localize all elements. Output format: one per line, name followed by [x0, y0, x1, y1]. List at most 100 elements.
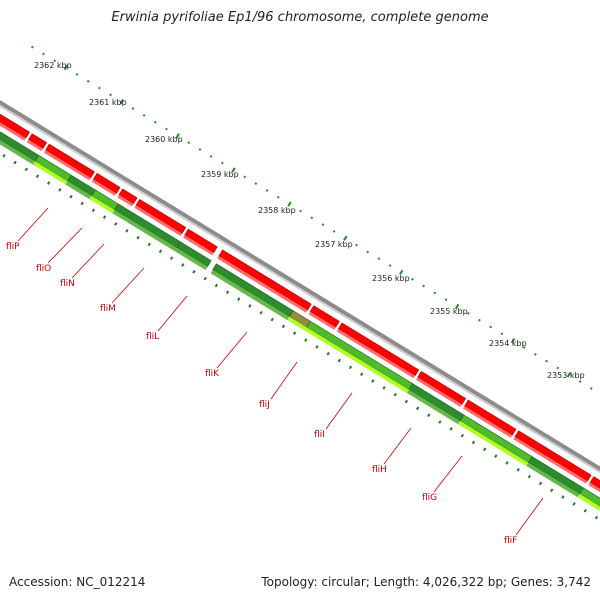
inner-tick: [35, 174, 40, 179]
minor-tick: [142, 113, 146, 117]
inner-tick: [203, 276, 207, 281]
gene-leader-line: [71, 243, 105, 279]
kbp-tick-label: 2358 kbp: [258, 206, 296, 215]
inner-tick: [360, 372, 364, 377]
inner-tick: [538, 481, 543, 486]
minor-tick: [198, 148, 202, 151]
major-tick: [175, 133, 180, 139]
minor-tick: [86, 79, 90, 83]
backbone-line: [0, 100, 600, 472]
minor-tick: [589, 387, 593, 390]
gene-label-fliJ: fliJ: [259, 400, 270, 410]
inner-tick: [427, 413, 431, 417]
inner-tick: [214, 283, 218, 288]
inner-tick: [259, 310, 263, 315]
forward-cds: [589, 476, 600, 490]
minor-tick: [411, 277, 414, 281]
kbp-tick-label: 2360 kbp: [145, 135, 183, 144]
minor-tick: [153, 120, 157, 124]
minor-tick: [422, 284, 425, 288]
minor-tick: [578, 380, 582, 384]
kbp-tick-label: 2354 kbp: [489, 339, 527, 348]
inner-tick: [237, 297, 241, 301]
inner-tick: [69, 194, 73, 199]
reverse-cds-shade: [304, 327, 409, 393]
forward-cds-shade: [134, 205, 183, 236]
inner-tick: [2, 153, 6, 158]
gene-leader-line: [433, 455, 463, 493]
minor-tick: [377, 257, 381, 261]
forward-cds-shade: [91, 179, 117, 196]
major-tick: [399, 269, 404, 276]
inner-tick: [58, 188, 62, 192]
inner-tick: [292, 331, 297, 336]
inner-tick: [13, 160, 17, 165]
gene-leader-line: [157, 295, 188, 332]
inner-tick: [181, 263, 185, 267]
map-title: Erwinia pyrifoliae Ep1/96 chromosome, co…: [111, 10, 489, 25]
inner-tick: [516, 467, 520, 472]
inner-tick: [371, 379, 375, 383]
minor-tick: [522, 346, 526, 349]
reverse-cds-shade: [33, 161, 68, 185]
kbp-tick-label: 2356 kbp: [372, 274, 410, 283]
gene-leader-line: [47, 227, 83, 264]
accession-label: Accession: NC_012214: [9, 575, 146, 589]
kbp-tick-label: 2362 kbp: [34, 61, 72, 70]
minor-tick: [243, 175, 247, 179]
kbp-tick-label: 2359 kbp: [201, 170, 239, 179]
minor-tick: [388, 264, 392, 267]
reverse-cds-shade: [89, 195, 115, 214]
inner-tick: [114, 222, 118, 226]
forward-cds-shade: [513, 436, 588, 484]
backbone-shadow: [0, 104, 600, 474]
forward-cds-shade: [336, 328, 416, 379]
major-tick: [63, 64, 69, 71]
inner-tick: [438, 420, 442, 424]
forward-cds-shade: [416, 377, 462, 407]
inner-tick: [449, 427, 453, 431]
inner-tick: [192, 269, 196, 274]
inner-tick: [24, 167, 28, 172]
gene-label-fliP: fliP: [6, 242, 20, 252]
inner-tick: [348, 365, 353, 370]
inner-tick: [404, 399, 409, 404]
forward-cds-shade: [0, 122, 26, 141]
forward-cds-shade: [26, 139, 43, 152]
forward-cds-shade: [44, 150, 91, 181]
kbp-tick-label: 2361 kbp: [89, 98, 127, 107]
inner-tick: [483, 447, 487, 452]
reverse-cds-shade: [112, 209, 177, 252]
gene-label-fliF: fliF: [504, 536, 517, 546]
inner-tick: [393, 392, 397, 397]
forward-cds-shade: [463, 406, 513, 438]
minor-tick: [321, 223, 325, 226]
minor-tick: [466, 311, 470, 315]
inner-tick: [125, 229, 129, 233]
kbp-tick-label: 2353 kbp: [547, 371, 585, 380]
inner-tick: [415, 406, 420, 411]
major-tick: [454, 303, 460, 310]
minor-tick: [109, 93, 112, 97]
major-tick: [119, 99, 124, 105]
minor-tick: [500, 332, 504, 336]
minor-tick: [444, 298, 448, 302]
inner-tick: [505, 461, 509, 465]
minor-tick: [478, 318, 481, 322]
inner-tick: [304, 338, 308, 342]
major-tick: [343, 235, 348, 241]
minor-tick: [366, 250, 370, 254]
forward-cds-shade: [588, 482, 600, 493]
minor-tick: [556, 366, 560, 370]
reverse-cds-shade: [210, 269, 290, 321]
major-tick: [287, 201, 292, 207]
minor-tick: [42, 52, 45, 56]
reverse-cds-shade: [65, 181, 92, 200]
inner-tick: [337, 358, 341, 363]
gene-label-fliH: fliH: [372, 465, 387, 475]
reverse-cds-shade: [174, 247, 208, 270]
forward-cds-shade: [308, 311, 336, 330]
minor-tick: [187, 141, 191, 145]
inner-tick: [225, 290, 230, 295]
